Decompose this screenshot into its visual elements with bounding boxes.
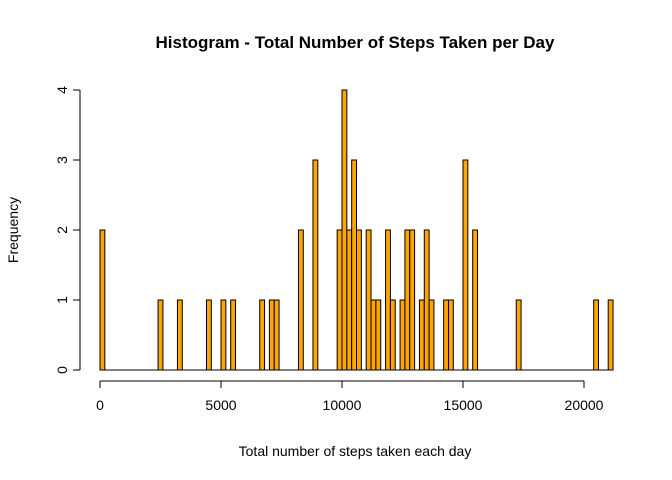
chart-title: Histogram - Total Number of Steps Taken … [156, 33, 555, 52]
histogram-bar [462, 159, 469, 371]
histogram-bar [472, 229, 479, 371]
histogram-bar [230, 299, 237, 371]
histogram-bar [399, 299, 406, 371]
histogram-bar [365, 229, 372, 371]
histogram-bar [607, 299, 614, 371]
histogram-bar [428, 299, 435, 371]
histogram-bar [341, 89, 348, 371]
y-tick-label: 2 [54, 226, 70, 234]
x-tick-label: 0 [96, 397, 104, 413]
histogram-bar [418, 299, 425, 371]
histogram-bar [336, 229, 343, 371]
histogram-bar [205, 299, 212, 371]
histogram-bar [312, 159, 319, 371]
y-tick-label: 0 [54, 366, 70, 374]
histogram-bar [273, 299, 280, 371]
histogram-bar [176, 299, 183, 371]
y-tick-label: 4 [54, 86, 70, 94]
histogram-bar [297, 229, 304, 371]
y-tick-label: 1 [54, 296, 70, 304]
histogram-bar [389, 299, 396, 371]
histogram-bar [370, 299, 377, 371]
histogram-bar [409, 229, 416, 371]
histogram-bar [259, 299, 266, 371]
histogram-bar [404, 229, 411, 371]
histogram-bar [385, 229, 391, 371]
y-axis: 0 1 2 3 4 [54, 86, 81, 374]
x-axis-label: Total number of steps taken each day [239, 443, 472, 459]
y-axis-label: Frequency [5, 197, 21, 263]
histogram-bar [99, 229, 106, 371]
y-tick-label: 3 [54, 156, 70, 164]
histogram-bar [346, 229, 353, 371]
histogram-bar [356, 229, 362, 371]
x-tick-label: 10000 [323, 397, 362, 413]
histogram-bar [375, 299, 382, 371]
histogram-bar [220, 299, 227, 371]
histogram-bar [447, 299, 454, 371]
histogram-bar [423, 229, 430, 371]
histogram-bar [157, 299, 164, 371]
x-tick-label: 15000 [444, 397, 483, 413]
histogram-bar [443, 299, 449, 371]
x-tick-label: 20000 [565, 397, 604, 413]
x-axis: 0 5000 10000 15000 20000 [96, 380, 604, 413]
histogram-bar [268, 299, 275, 371]
histogram-bar [593, 299, 600, 371]
histogram-bar [515, 299, 522, 371]
histogram-bar [351, 159, 358, 371]
bars-group [99, 89, 614, 371]
x-tick-label: 5000 [205, 397, 236, 413]
